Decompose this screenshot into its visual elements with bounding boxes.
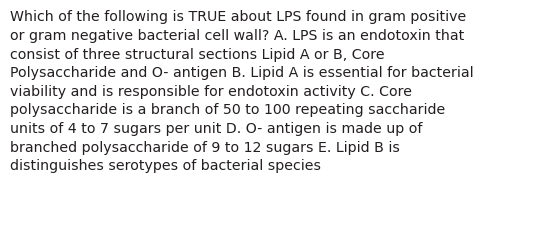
Text: Which of the following is TRUE about LPS found in gram positive
or gram negative: Which of the following is TRUE about LPS…: [10, 10, 474, 173]
